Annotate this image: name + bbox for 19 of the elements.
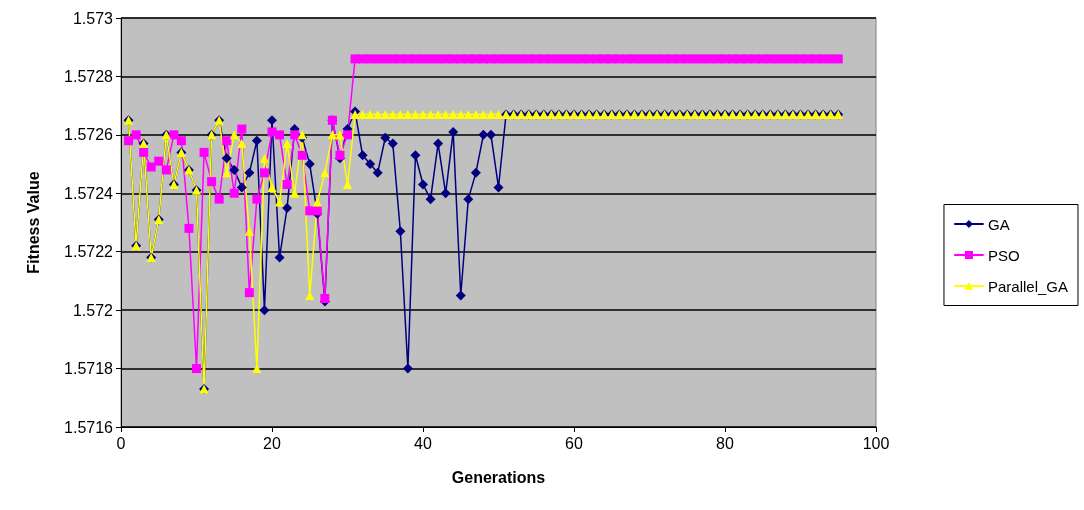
x-tick-label: 60	[565, 434, 583, 452]
x-axis-title: Generations	[451, 468, 546, 486]
y-tick-label: 1.572	[72, 301, 114, 319]
y-tick-label: 1.5718	[64, 360, 114, 378]
legend-label: Parallel_GA	[987, 277, 1069, 295]
y-tick-label: 1.5728	[64, 67, 114, 85]
x-tick-label: 40	[414, 434, 432, 452]
y-tick-label: 1.5716	[64, 418, 114, 436]
x-tick-label: 80	[716, 434, 734, 452]
x-tick-label: 100	[862, 434, 890, 452]
x-tick-label: 0	[116, 434, 126, 452]
y-axis-title: Fitness Value	[24, 171, 42, 274]
legend-label: GA	[987, 215, 1010, 233]
y-tick-label: 1.5722	[64, 243, 114, 261]
x-tick-label: 20	[263, 434, 281, 452]
legend-label: PSO	[987, 246, 1020, 264]
y-tick-label: 1.573	[72, 9, 114, 27]
y-tick-label: 1.5726	[64, 126, 114, 144]
y-tick-label: 1.5724	[64, 184, 114, 202]
